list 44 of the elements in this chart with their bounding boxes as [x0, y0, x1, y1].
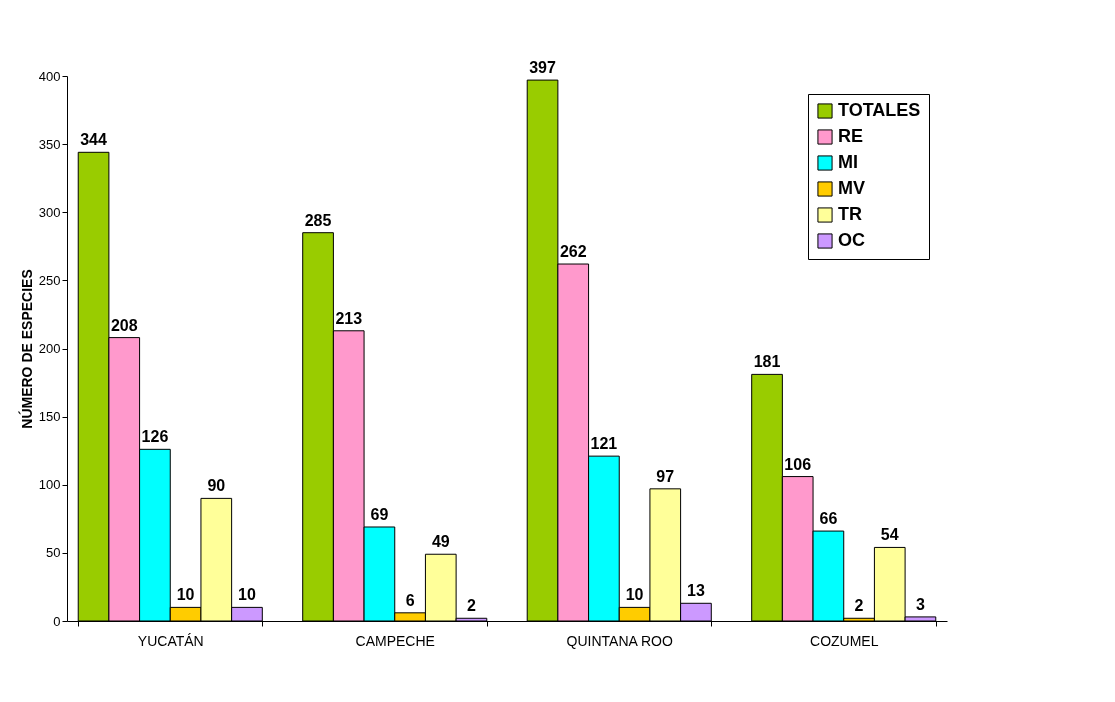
data-label: 10	[238, 586, 256, 604]
data-label: 10	[176, 586, 195, 604]
y-tick-label: 50	[46, 545, 61, 561]
y-tick-label: 350	[38, 136, 61, 152]
data-label: 10	[625, 586, 644, 604]
y-axis-title: NÚMERO DE ESPECIES	[17, 269, 35, 429]
data-label: 3	[915, 595, 925, 613]
legend-label: TOTALES	[838, 100, 921, 120]
data-label: 90	[207, 477, 226, 495]
x-tick-label: YUCATÁN	[137, 632, 204, 649]
data-label: 54	[880, 526, 899, 544]
data-label: 106	[784, 455, 812, 473]
data-label: 126	[141, 428, 169, 446]
y-tick-label: 250	[38, 272, 61, 288]
data-label: 69	[370, 505, 389, 523]
y-tick-label: 200	[38, 341, 61, 356]
data-label: 49	[431, 533, 450, 551]
data-label: 344	[80, 131, 108, 149]
y-tick-label: 100	[38, 477, 61, 493]
data-label: 6	[405, 591, 415, 609]
y-tick-label: 0	[53, 613, 61, 629]
data-label: 285	[304, 211, 332, 229]
data-label: 97	[656, 467, 675, 485]
data-label: 397	[529, 59, 556, 77]
data-label: 13	[687, 582, 705, 600]
legend-label: MI	[838, 152, 858, 172]
y-tick-label: 400	[38, 68, 61, 84]
x-tick-label: CAMPECHE	[355, 632, 435, 649]
x-tick-label: QUINTANA ROO	[566, 632, 673, 649]
data-label: 181	[753, 353, 781, 371]
data-label: 208	[110, 316, 138, 334]
data-label: 2	[854, 597, 864, 615]
data-label: 2	[467, 597, 476, 615]
data-label: 66	[819, 510, 838, 528]
data-label: 121	[590, 435, 618, 453]
legend-label: OC	[838, 230, 865, 250]
data-label: 213	[335, 309, 363, 327]
x-tick-label: COZUMEL	[810, 632, 879, 649]
y-tick-label: 300	[38, 204, 61, 220]
legend-label: TR	[838, 204, 862, 224]
legend-label: RE	[838, 126, 864, 146]
data-label: 262	[559, 243, 587, 261]
y-tick-label: 150	[38, 409, 61, 425]
legend-label: MV	[838, 178, 865, 198]
